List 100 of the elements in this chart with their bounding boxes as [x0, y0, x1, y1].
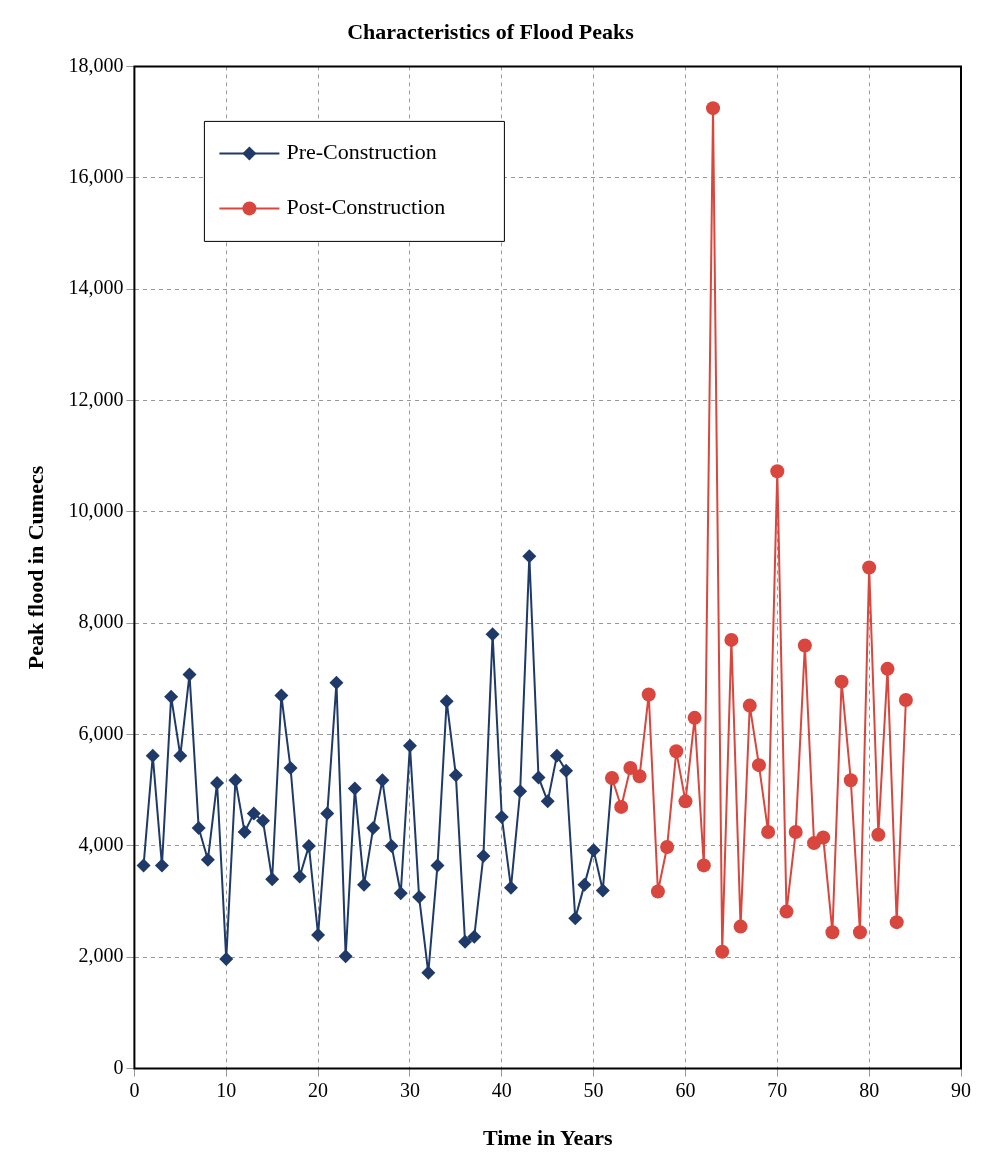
point — [706, 101, 721, 116]
point — [632, 769, 647, 784]
point — [485, 627, 500, 642]
point — [311, 927, 326, 942]
point — [678, 794, 693, 809]
point — [522, 549, 537, 564]
y-tick-label: 16,000 — [68, 165, 124, 188]
point — [375, 773, 390, 788]
point — [421, 965, 436, 980]
point — [614, 799, 629, 814]
y-tick-label: 14,000 — [68, 276, 124, 299]
x-tick-label: 40 — [491, 1078, 512, 1101]
point — [458, 934, 473, 949]
y-axis-title: Peak flood in Cumecs — [22, 465, 48, 670]
point — [650, 884, 665, 899]
point — [301, 838, 316, 853]
point — [531, 770, 546, 785]
point — [816, 830, 831, 845]
point — [164, 689, 179, 704]
point — [210, 775, 225, 790]
point — [357, 877, 372, 892]
point — [246, 806, 261, 821]
x-tick-label: 10 — [216, 1078, 237, 1101]
point — [329, 675, 344, 690]
point — [255, 813, 270, 828]
point — [660, 840, 675, 854]
x-tick-label: 90 — [951, 1078, 971, 1101]
point — [274, 688, 289, 703]
point — [393, 886, 408, 901]
x-tick-label: 80 — [859, 1078, 880, 1101]
legend-label: Post-Construction — [286, 194, 446, 220]
point — [228, 773, 243, 788]
point — [145, 748, 160, 763]
point — [770, 464, 785, 479]
point — [513, 784, 528, 799]
y-tick-label: 12,000 — [68, 387, 124, 410]
point — [494, 809, 509, 824]
point — [448, 768, 463, 783]
x-tick-label: 30 — [399, 1078, 420, 1101]
point — [696, 858, 711, 873]
point — [871, 827, 886, 842]
point — [577, 877, 592, 892]
point — [283, 760, 298, 775]
point — [889, 915, 904, 930]
point — [852, 925, 867, 940]
point — [742, 698, 757, 713]
point — [687, 710, 702, 725]
point — [384, 838, 399, 853]
y-tick-label: 10,000 — [68, 499, 124, 522]
point — [779, 904, 794, 919]
y-tick-label: 0 — [113, 1055, 124, 1078]
x-tick-label: 20 — [308, 1078, 329, 1101]
y-tick-label: 18,000 — [68, 53, 124, 76]
y-tick-label: 8,000 — [78, 610, 124, 633]
point — [825, 925, 840, 940]
point — [320, 806, 335, 821]
point — [402, 738, 417, 753]
point — [430, 858, 445, 873]
point — [219, 951, 234, 966]
point — [862, 560, 877, 575]
point — [412, 890, 427, 905]
point — [265, 872, 280, 887]
x-tick-label: 0 — [129, 1078, 140, 1101]
point — [182, 667, 197, 682]
x-axis-title: Time in Years — [482, 1125, 613, 1151]
point — [503, 880, 518, 895]
y-tick-label: 6,000 — [78, 721, 124, 744]
point — [549, 748, 564, 763]
point — [200, 852, 215, 867]
point — [641, 687, 656, 702]
x-tick-label: 50 — [583, 1078, 604, 1101]
point — [173, 748, 188, 763]
point — [715, 944, 730, 959]
point — [136, 858, 151, 873]
y-tick-label: 4,000 — [78, 833, 124, 856]
point — [568, 911, 583, 926]
point — [540, 794, 555, 809]
y-tick-label: 2,000 — [78, 944, 124, 967]
point — [191, 821, 206, 836]
point — [788, 824, 803, 839]
point — [797, 638, 812, 653]
point — [843, 773, 858, 788]
point — [834, 674, 849, 689]
chart-title: Characteristics of Flood Peaks — [347, 18, 635, 44]
x-tick-label: 70 — [767, 1078, 788, 1101]
point — [338, 949, 353, 964]
point — [366, 821, 381, 836]
point — [880, 661, 895, 676]
point — [595, 883, 610, 898]
x-tick-label: 60 — [675, 1078, 696, 1101]
point — [467, 929, 482, 944]
point — [751, 758, 766, 773]
point — [237, 824, 252, 839]
point — [439, 694, 454, 709]
point — [898, 693, 913, 708]
point — [347, 781, 362, 796]
point — [724, 632, 739, 647]
point — [586, 843, 601, 858]
point — [669, 744, 684, 759]
point — [476, 848, 491, 863]
